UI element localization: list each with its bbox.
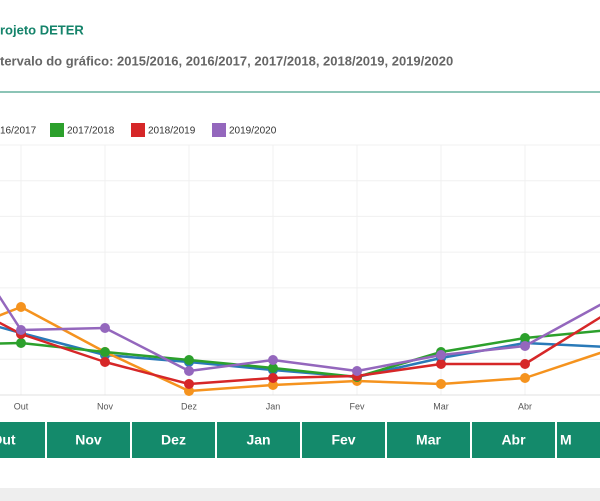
legend-label: 16/2017 [0, 126, 37, 137]
plot: Out Nov Dez Jan Fev Mar Abr [0, 295, 600, 411]
month-tab[interactable] [132, 422, 215, 458]
data-point [100, 347, 110, 357]
data-point [268, 380, 278, 390]
x-tick-label: Fev [349, 401, 365, 411]
month-tab-label[interactable]: Dez [161, 432, 186, 448]
month-tab-label[interactable]: Mar [416, 432, 441, 448]
panel-subtitle: tervalo do gráfico: 2015/2016, 2016/2017… [0, 53, 453, 68]
month-tab-label[interactable]: Nov [75, 432, 102, 448]
data-point [184, 379, 194, 389]
data-point [268, 363, 278, 373]
data-point [16, 338, 26, 348]
month-tab-label[interactable]: M [560, 432, 572, 448]
panel-title: rojeto DETER [0, 22, 84, 37]
month-tab[interactable] [557, 422, 600, 458]
data-point [100, 357, 110, 367]
data-point [184, 366, 194, 376]
data-point [520, 373, 530, 383]
month-tab[interactable] [472, 422, 555, 458]
legend: 16/2017 2017/2018 2018/2019 2019/2020 [0, 123, 277, 137]
data-point [436, 350, 446, 360]
data-point [520, 359, 530, 369]
legend-swatch [50, 123, 64, 137]
data-point [16, 325, 26, 335]
month-tab[interactable] [0, 422, 45, 458]
x-tick-label: Abr [518, 401, 532, 411]
x-tick-label: Jan [266, 401, 281, 411]
month-tab-label[interactable]: Abr [501, 432, 526, 448]
month-tab[interactable] [302, 422, 385, 458]
data-point [268, 355, 278, 365]
x-tick-label: Nov [97, 401, 114, 411]
data-point [436, 379, 446, 389]
data-point [436, 359, 446, 369]
data-point [184, 355, 194, 365]
data-point [268, 373, 278, 383]
data-point [520, 341, 530, 351]
data-point [184, 386, 194, 396]
legend-label: 2017/2018 [67, 126, 115, 137]
footer-strip [0, 488, 600, 501]
month-tab[interactable] [387, 422, 470, 458]
legend-swatch [131, 123, 145, 137]
legend-swatch [212, 123, 226, 137]
month-tab[interactable] [47, 422, 130, 458]
tab-bar: Out Nov Dez Jan Fev Mar Abr M [0, 422, 600, 458]
legend-label: 2019/2020 [229, 126, 277, 137]
month-tab-label[interactable]: Fev [331, 432, 355, 448]
month-tab[interactable] [217, 422, 300, 458]
month-tab-label[interactable]: Out [0, 432, 16, 448]
legend-label: 2018/2019 [148, 126, 196, 137]
data-point [352, 366, 362, 376]
data-point [100, 323, 110, 333]
month-tab-label[interactable]: Jan [246, 432, 270, 448]
x-tick-label: Mar [433, 401, 449, 411]
x-tick-label: Dez [181, 401, 198, 411]
data-point [16, 302, 26, 312]
x-tick-label: Out [14, 401, 29, 411]
data-point [520, 333, 530, 343]
